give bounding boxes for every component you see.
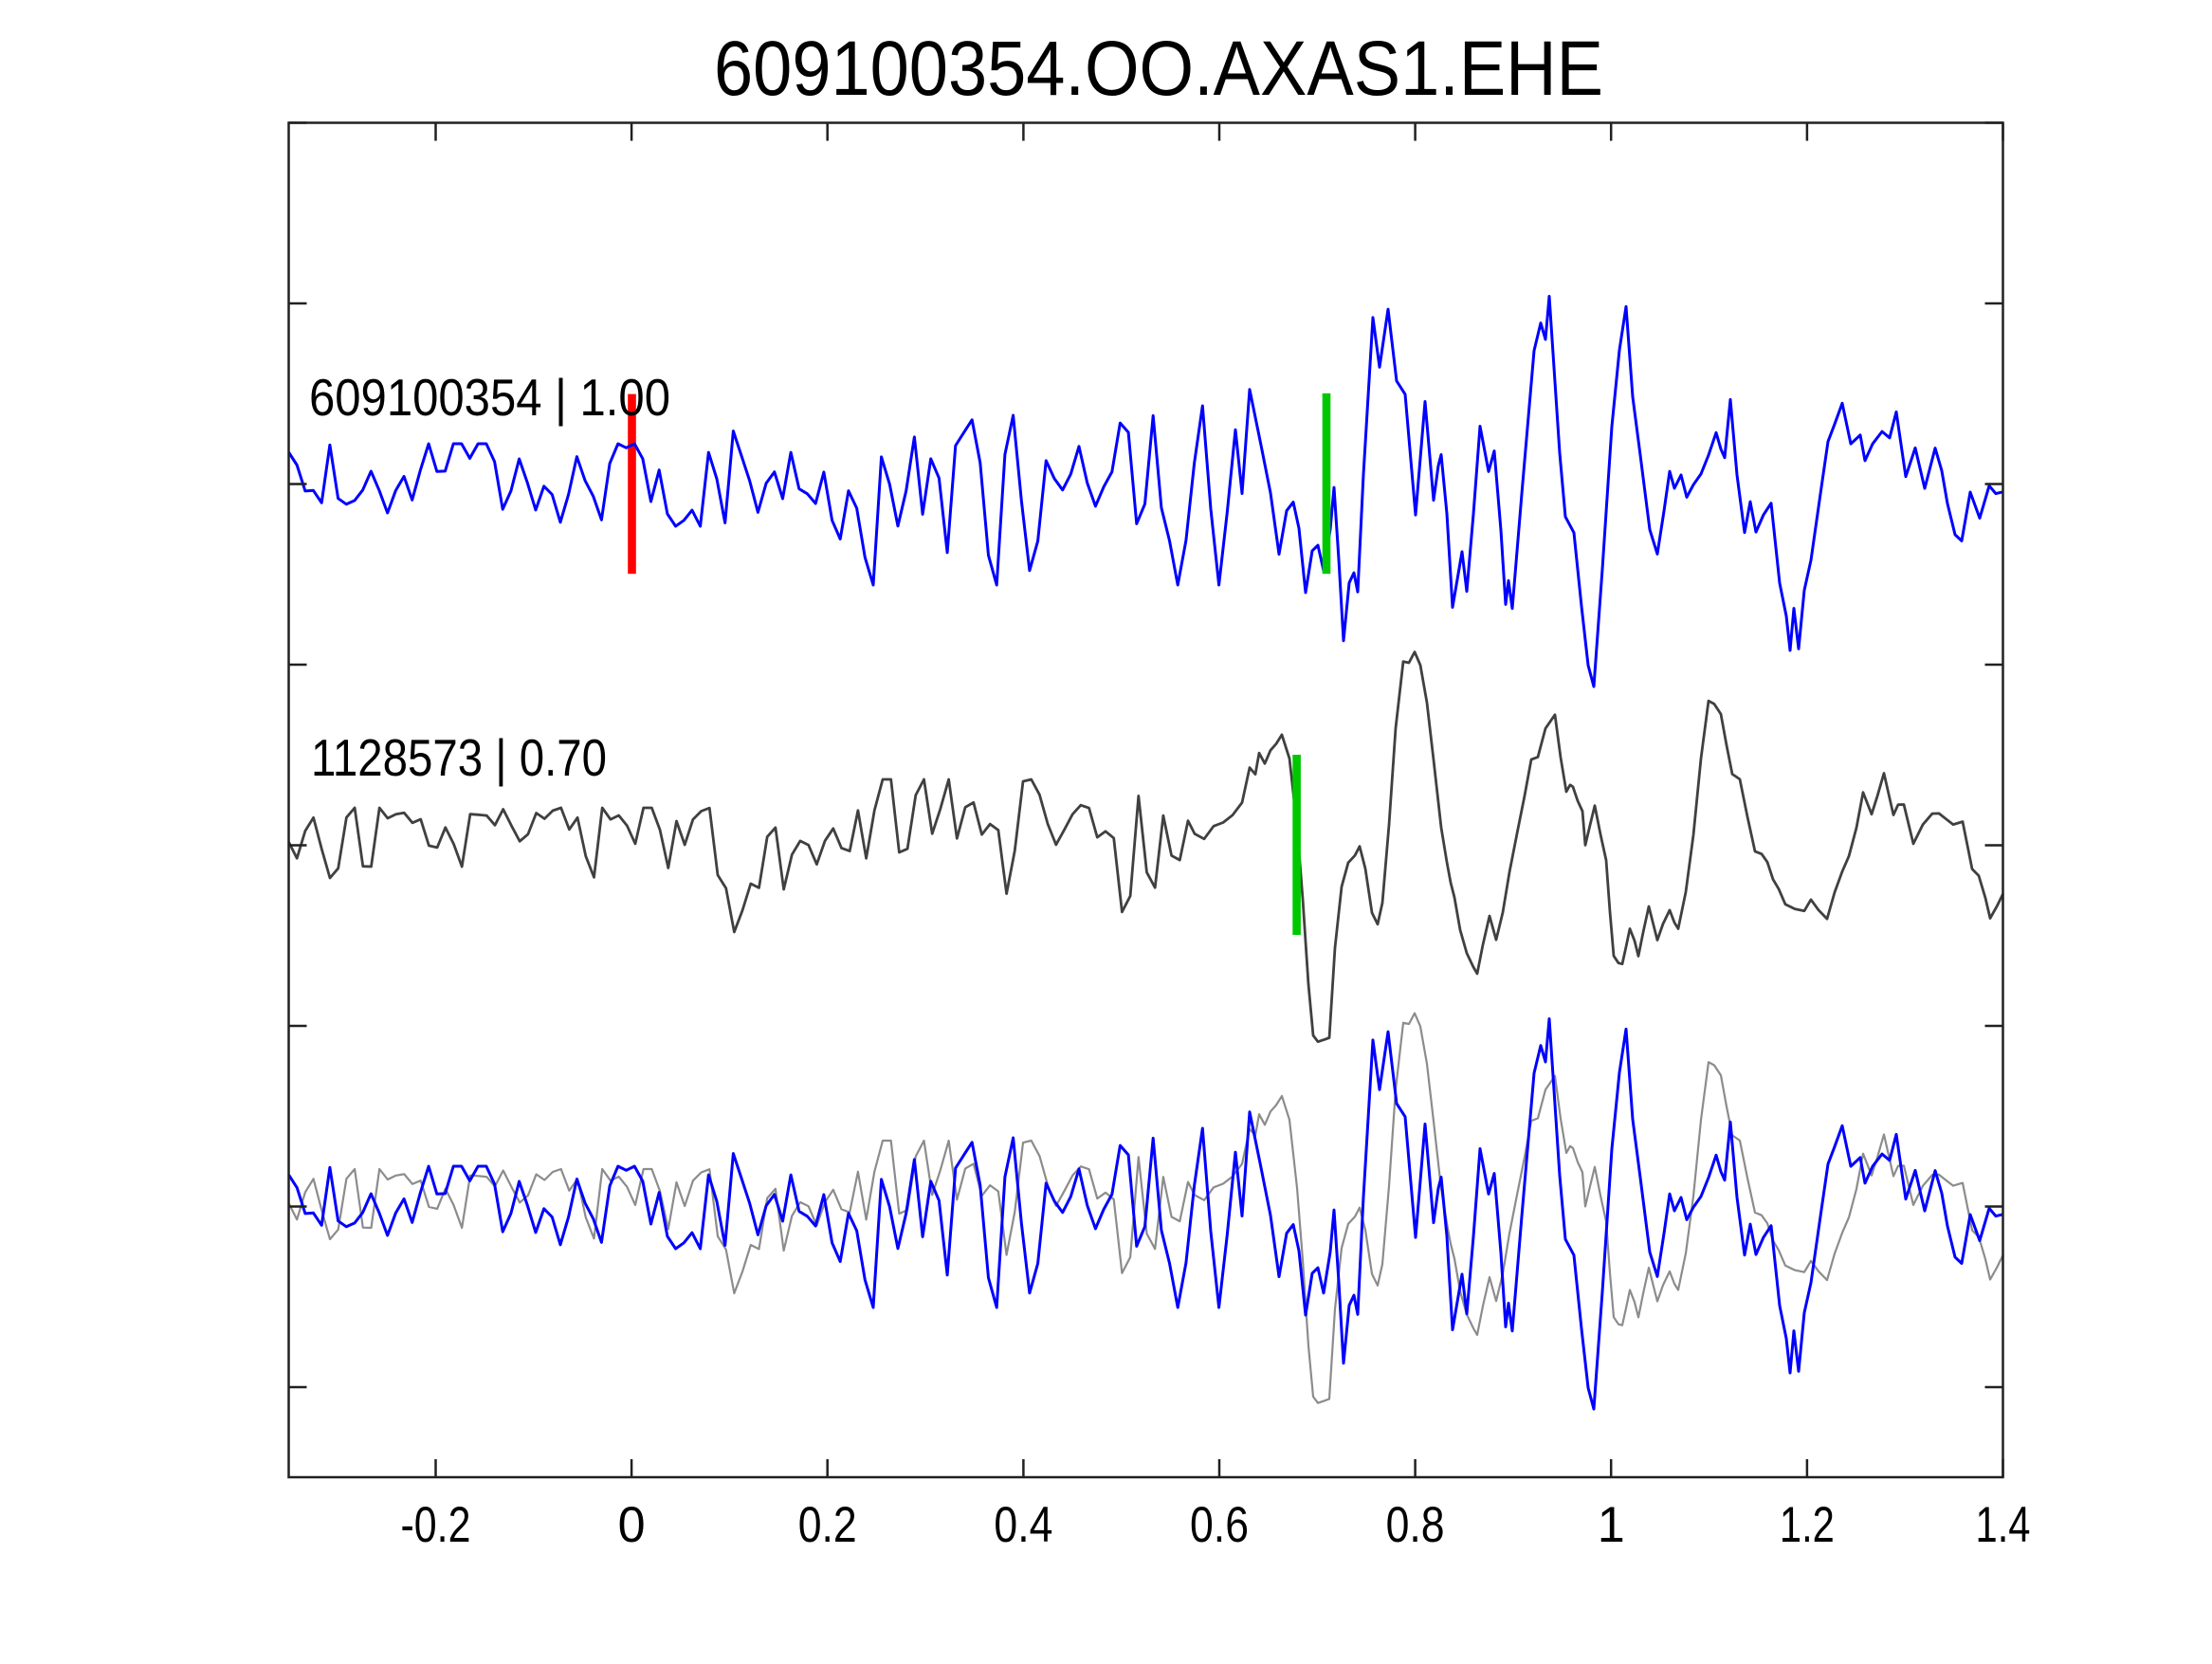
- svg-text:1128573 | 0.70: 1128573 | 0.70: [311, 728, 607, 787]
- svg-text:1: 1: [1598, 1497, 1625, 1553]
- svg-text:0.8: 0.8: [1386, 1497, 1445, 1553]
- svg-text:609100354.OO.AXAS1.EHE: 609100354.OO.AXAS1.EHE: [714, 26, 1603, 112]
- svg-text:1.4: 1.4: [1976, 1497, 2031, 1553]
- svg-text:1.2: 1.2: [1780, 1497, 1835, 1553]
- svg-text:0.4: 0.4: [994, 1497, 1052, 1553]
- svg-text:0.2: 0.2: [798, 1497, 857, 1553]
- svg-text:0.6: 0.6: [1190, 1497, 1249, 1553]
- svg-text:609100354 | 1.00: 609100354 | 1.00: [309, 368, 670, 427]
- svg-text:0: 0: [618, 1497, 646, 1553]
- svg-text:-0.2: -0.2: [401, 1497, 471, 1553]
